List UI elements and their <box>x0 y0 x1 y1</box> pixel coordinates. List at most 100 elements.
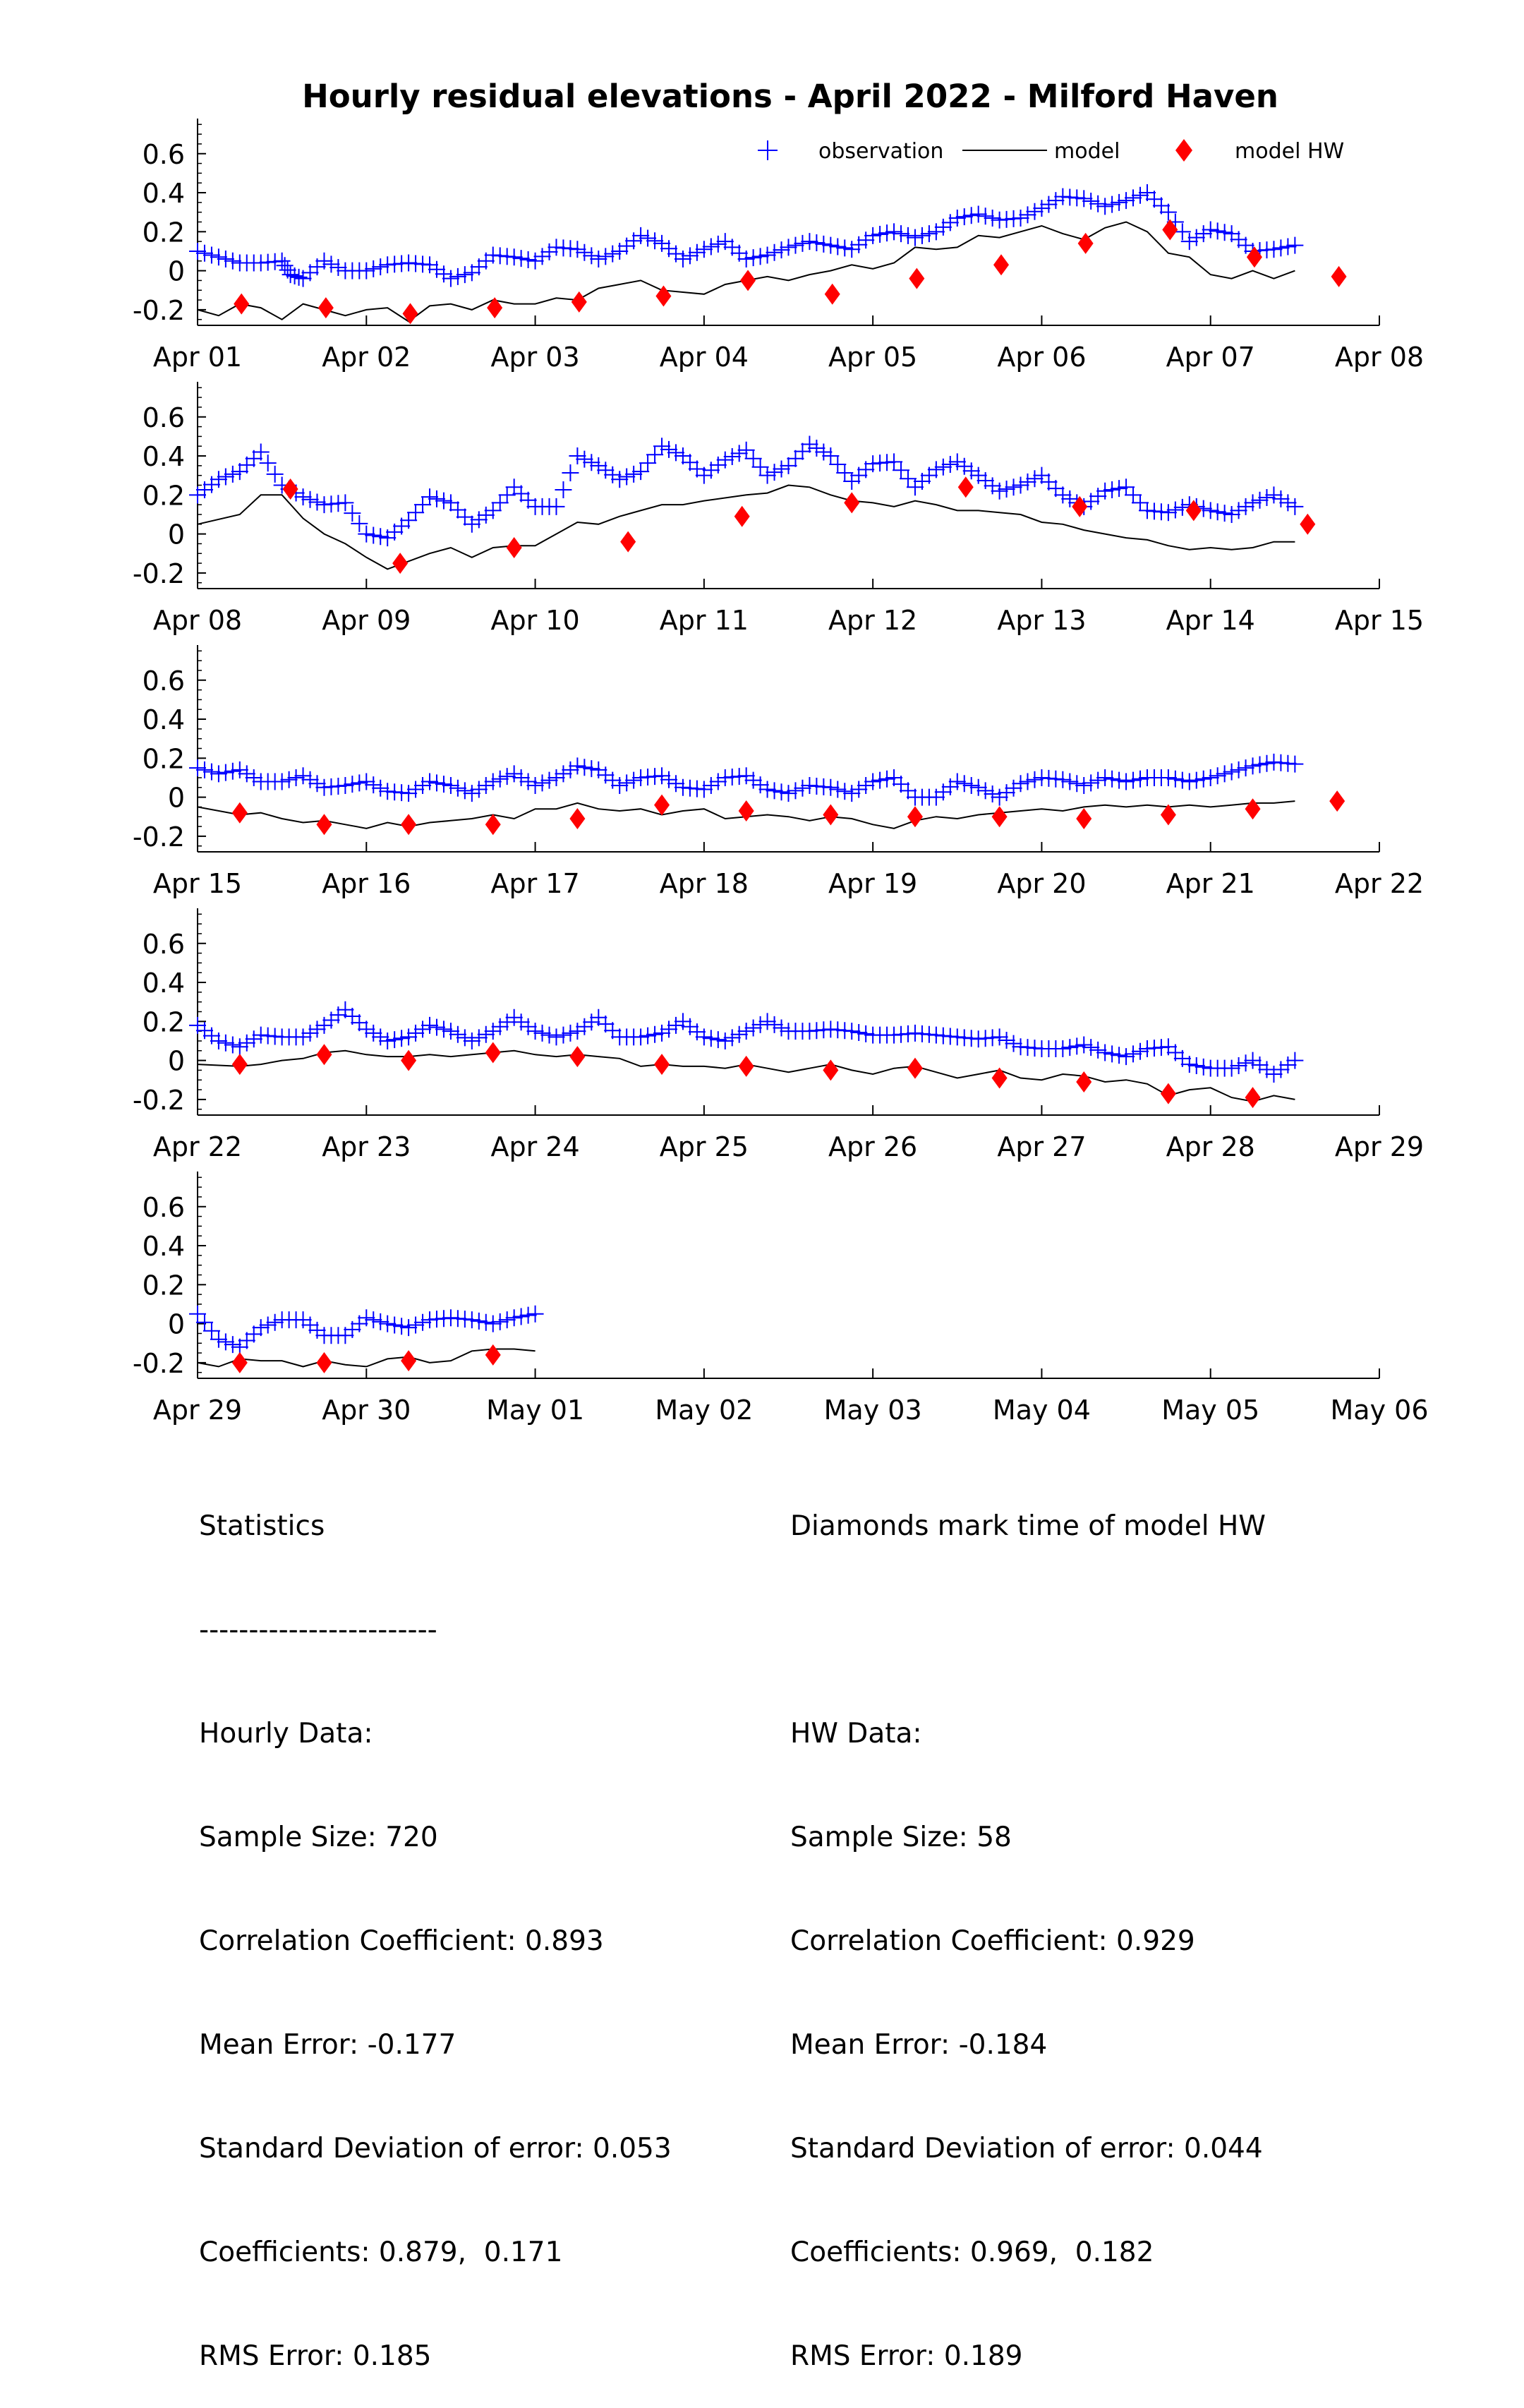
observation-point <box>716 1032 734 1049</box>
observation-point <box>639 454 657 472</box>
observation-point <box>1125 771 1142 789</box>
observation-point <box>344 505 361 522</box>
observation-point <box>470 1029 488 1047</box>
observation-point <box>583 1013 600 1031</box>
model-hw-marker <box>231 1352 248 1373</box>
panel-1: 0.6 0.4 0.2 0 -0.2 Apr 01 Apr 02 Apr 03 Apr 04 Ap… <box>133 119 1424 373</box>
observation-point <box>758 246 776 264</box>
observation-point <box>266 1313 284 1331</box>
observation-point <box>955 208 973 226</box>
observation-point <box>1202 769 1219 786</box>
x-tick-label: Apr 11 <box>660 605 749 636</box>
observation-point <box>984 785 1001 802</box>
observation-point <box>351 514 368 532</box>
panel-2: 0.6 0.4 0.2 0 -0.2 Apr 08 Apr 09 Apr 10 Apr 11 Ap… <box>133 382 1424 636</box>
observation-point <box>850 1023 868 1041</box>
observation-point <box>548 498 565 515</box>
observation-point <box>259 454 277 472</box>
observation-point <box>442 494 459 512</box>
observation-point <box>358 1309 375 1327</box>
observation-point <box>780 239 797 256</box>
observation-point <box>245 450 262 467</box>
observation-point <box>766 1016 783 1033</box>
observation-point <box>1223 1059 1240 1077</box>
observation-point <box>456 266 473 284</box>
observation-point <box>442 270 459 287</box>
observation-point <box>569 1023 586 1040</box>
observation-point <box>773 783 790 801</box>
observation-point <box>301 490 319 508</box>
x-tick-label: Apr 28 <box>1166 1131 1255 1162</box>
observation-point <box>857 777 875 795</box>
observation-point <box>470 1312 488 1330</box>
observation-point <box>998 481 1015 498</box>
model-hw-marker <box>844 492 860 514</box>
observation-point <box>526 1305 544 1323</box>
observation-point <box>202 246 220 264</box>
observation-point <box>365 776 382 794</box>
model-hw-marker <box>318 297 334 319</box>
model-hw-marker <box>392 553 409 574</box>
observation-point <box>189 1016 206 1034</box>
observation-point <box>590 251 607 268</box>
observation-point <box>231 761 248 778</box>
observation-point <box>941 456 959 474</box>
observation-point <box>1075 190 1093 207</box>
observation-point <box>463 1311 480 1329</box>
observation-point <box>505 478 523 496</box>
observation-point <box>1082 193 1100 210</box>
observation-point <box>723 447 741 465</box>
model-series-line <box>197 800 1295 829</box>
observation-point <box>189 759 206 777</box>
observation-point <box>1173 223 1191 241</box>
observation-point <box>322 1011 340 1029</box>
y-tick-label: 0.6 <box>143 929 185 960</box>
observation-point <box>379 1315 397 1332</box>
observation-point <box>414 496 432 514</box>
model-hw-marker <box>234 293 250 315</box>
model-hw-marker <box>654 1054 670 1076</box>
observation-point <box>498 768 516 785</box>
observation-point <box>653 234 671 252</box>
observation-point <box>787 450 804 467</box>
observation-point <box>562 761 579 778</box>
observation-point <box>1230 502 1247 519</box>
observation-point <box>1089 1041 1107 1059</box>
observation-point <box>899 782 917 800</box>
observation-point <box>210 248 227 266</box>
observation-point <box>337 494 354 512</box>
observation-point <box>984 477 1001 495</box>
observation-point <box>934 783 952 801</box>
observation-point <box>286 267 303 284</box>
y-tick-label: 0.2 <box>143 1270 185 1301</box>
model-hw-marker <box>282 478 298 500</box>
observation-point <box>1216 765 1233 783</box>
x-tick-label: May 03 <box>824 1395 922 1426</box>
chart-panels: 0.6 0.4 0.2 0 -0.2 Apr 01 Apr 02 Apr 03 Apr 04 Ap… <box>133 119 1429 1426</box>
y-tick-label: 0.6 <box>143 402 185 433</box>
model-hw-marker <box>1245 1087 1261 1109</box>
model-hw-marker <box>909 267 925 289</box>
observation-point <box>864 773 882 790</box>
observation-point <box>386 1031 404 1049</box>
observation-point <box>632 227 650 244</box>
observation-point <box>449 779 466 797</box>
observation-point <box>1026 203 1044 220</box>
observation-point <box>470 781 488 798</box>
observation-point <box>1082 1039 1100 1056</box>
observation-point <box>611 777 629 795</box>
observation-point <box>1286 498 1304 515</box>
hourly-correlation: Correlation Coefficient: 0.893 <box>199 1925 604 1957</box>
observation-point <box>569 447 586 465</box>
observation-point <box>259 1316 277 1334</box>
observation-point <box>1195 770 1212 788</box>
observation-point <box>1012 209 1029 227</box>
observation-point <box>505 765 523 783</box>
observation-point <box>927 461 945 478</box>
observation-point <box>787 236 804 254</box>
x-tick-label: May 04 <box>993 1395 1091 1426</box>
observation-point <box>695 241 713 258</box>
model-hw-marker <box>571 291 587 313</box>
observation-point <box>836 464 854 481</box>
observation-point <box>337 777 354 795</box>
